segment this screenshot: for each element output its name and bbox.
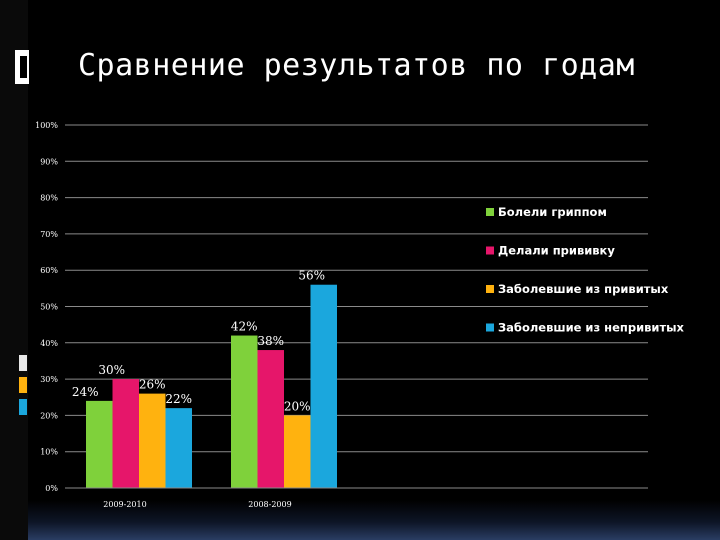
data-label: 42% bbox=[231, 320, 258, 334]
y-tick-label: 0% bbox=[45, 484, 58, 493]
legend-label: Заболевшие из привитых bbox=[498, 282, 669, 296]
data-label: 30% bbox=[98, 363, 125, 377]
bar bbox=[284, 415, 311, 488]
data-label: 20% bbox=[284, 399, 311, 413]
legend-label: Заболевшие из непривитых bbox=[498, 321, 685, 335]
x-tick-label: 2008-2009 bbox=[248, 500, 291, 509]
sidebar-accent-white bbox=[19, 355, 27, 371]
bar bbox=[86, 400, 113, 488]
sidebar-accent-blue bbox=[19, 399, 27, 415]
sidebar-accent-orange bbox=[19, 377, 27, 393]
y-tick-label: 10% bbox=[40, 448, 58, 457]
y-tick-label: 20% bbox=[40, 411, 58, 420]
legend-swatch bbox=[486, 246, 494, 255]
legend-swatch bbox=[486, 285, 494, 293]
bar bbox=[112, 379, 139, 488]
data-label: 26% bbox=[139, 378, 166, 392]
bar bbox=[231, 335, 258, 488]
data-label: 22% bbox=[165, 392, 192, 406]
x-tick-label: 2009-2010 bbox=[103, 500, 146, 509]
title-marker-inner bbox=[20, 56, 27, 78]
y-tick-label: 100% bbox=[35, 121, 58, 130]
bar bbox=[257, 350, 284, 488]
slide-title: Сравнение результатов по годам bbox=[78, 48, 635, 83]
y-tick-label: 60% bbox=[40, 266, 58, 275]
bar bbox=[310, 284, 337, 488]
bottom-gradient-band bbox=[28, 500, 720, 540]
y-tick-label: 30% bbox=[40, 375, 58, 384]
y-tick-label: 50% bbox=[40, 303, 58, 312]
y-tick-label: 70% bbox=[40, 230, 58, 239]
y-tick-label: 40% bbox=[40, 339, 58, 348]
bar bbox=[139, 393, 166, 488]
y-tick-label: 90% bbox=[40, 157, 58, 166]
bar bbox=[165, 408, 192, 488]
legend-label: Болели гриппом bbox=[498, 205, 607, 219]
legend-swatch bbox=[486, 208, 494, 216]
data-label: 56% bbox=[298, 269, 325, 283]
legend-label: Делали прививку bbox=[498, 244, 615, 258]
legend-swatch bbox=[486, 323, 494, 332]
data-label: 24% bbox=[72, 385, 99, 399]
data-label: 38% bbox=[257, 334, 284, 348]
left-sidebar-strip bbox=[0, 0, 28, 540]
y-tick-label: 80% bbox=[40, 194, 58, 203]
